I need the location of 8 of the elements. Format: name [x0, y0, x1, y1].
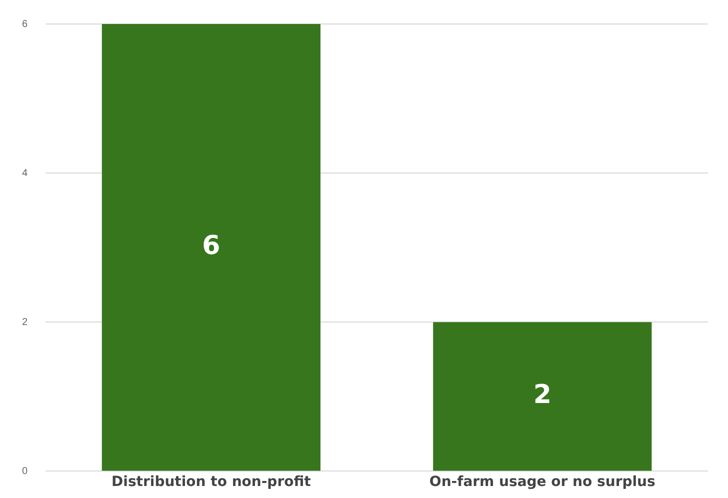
y-tick-label: 4 [22, 168, 28, 179]
y-tick-label: 0 [22, 466, 28, 477]
data-label: 6 [202, 231, 220, 262]
x-tick-label: On-farm usage or no surplus [429, 474, 656, 490]
x-tick-label: Distribution to non-profit [112, 474, 312, 490]
data-label: 2 [533, 380, 552, 410]
y-tick-label: 2 [22, 316, 28, 328]
y-tick-label: 6 [22, 18, 28, 30]
